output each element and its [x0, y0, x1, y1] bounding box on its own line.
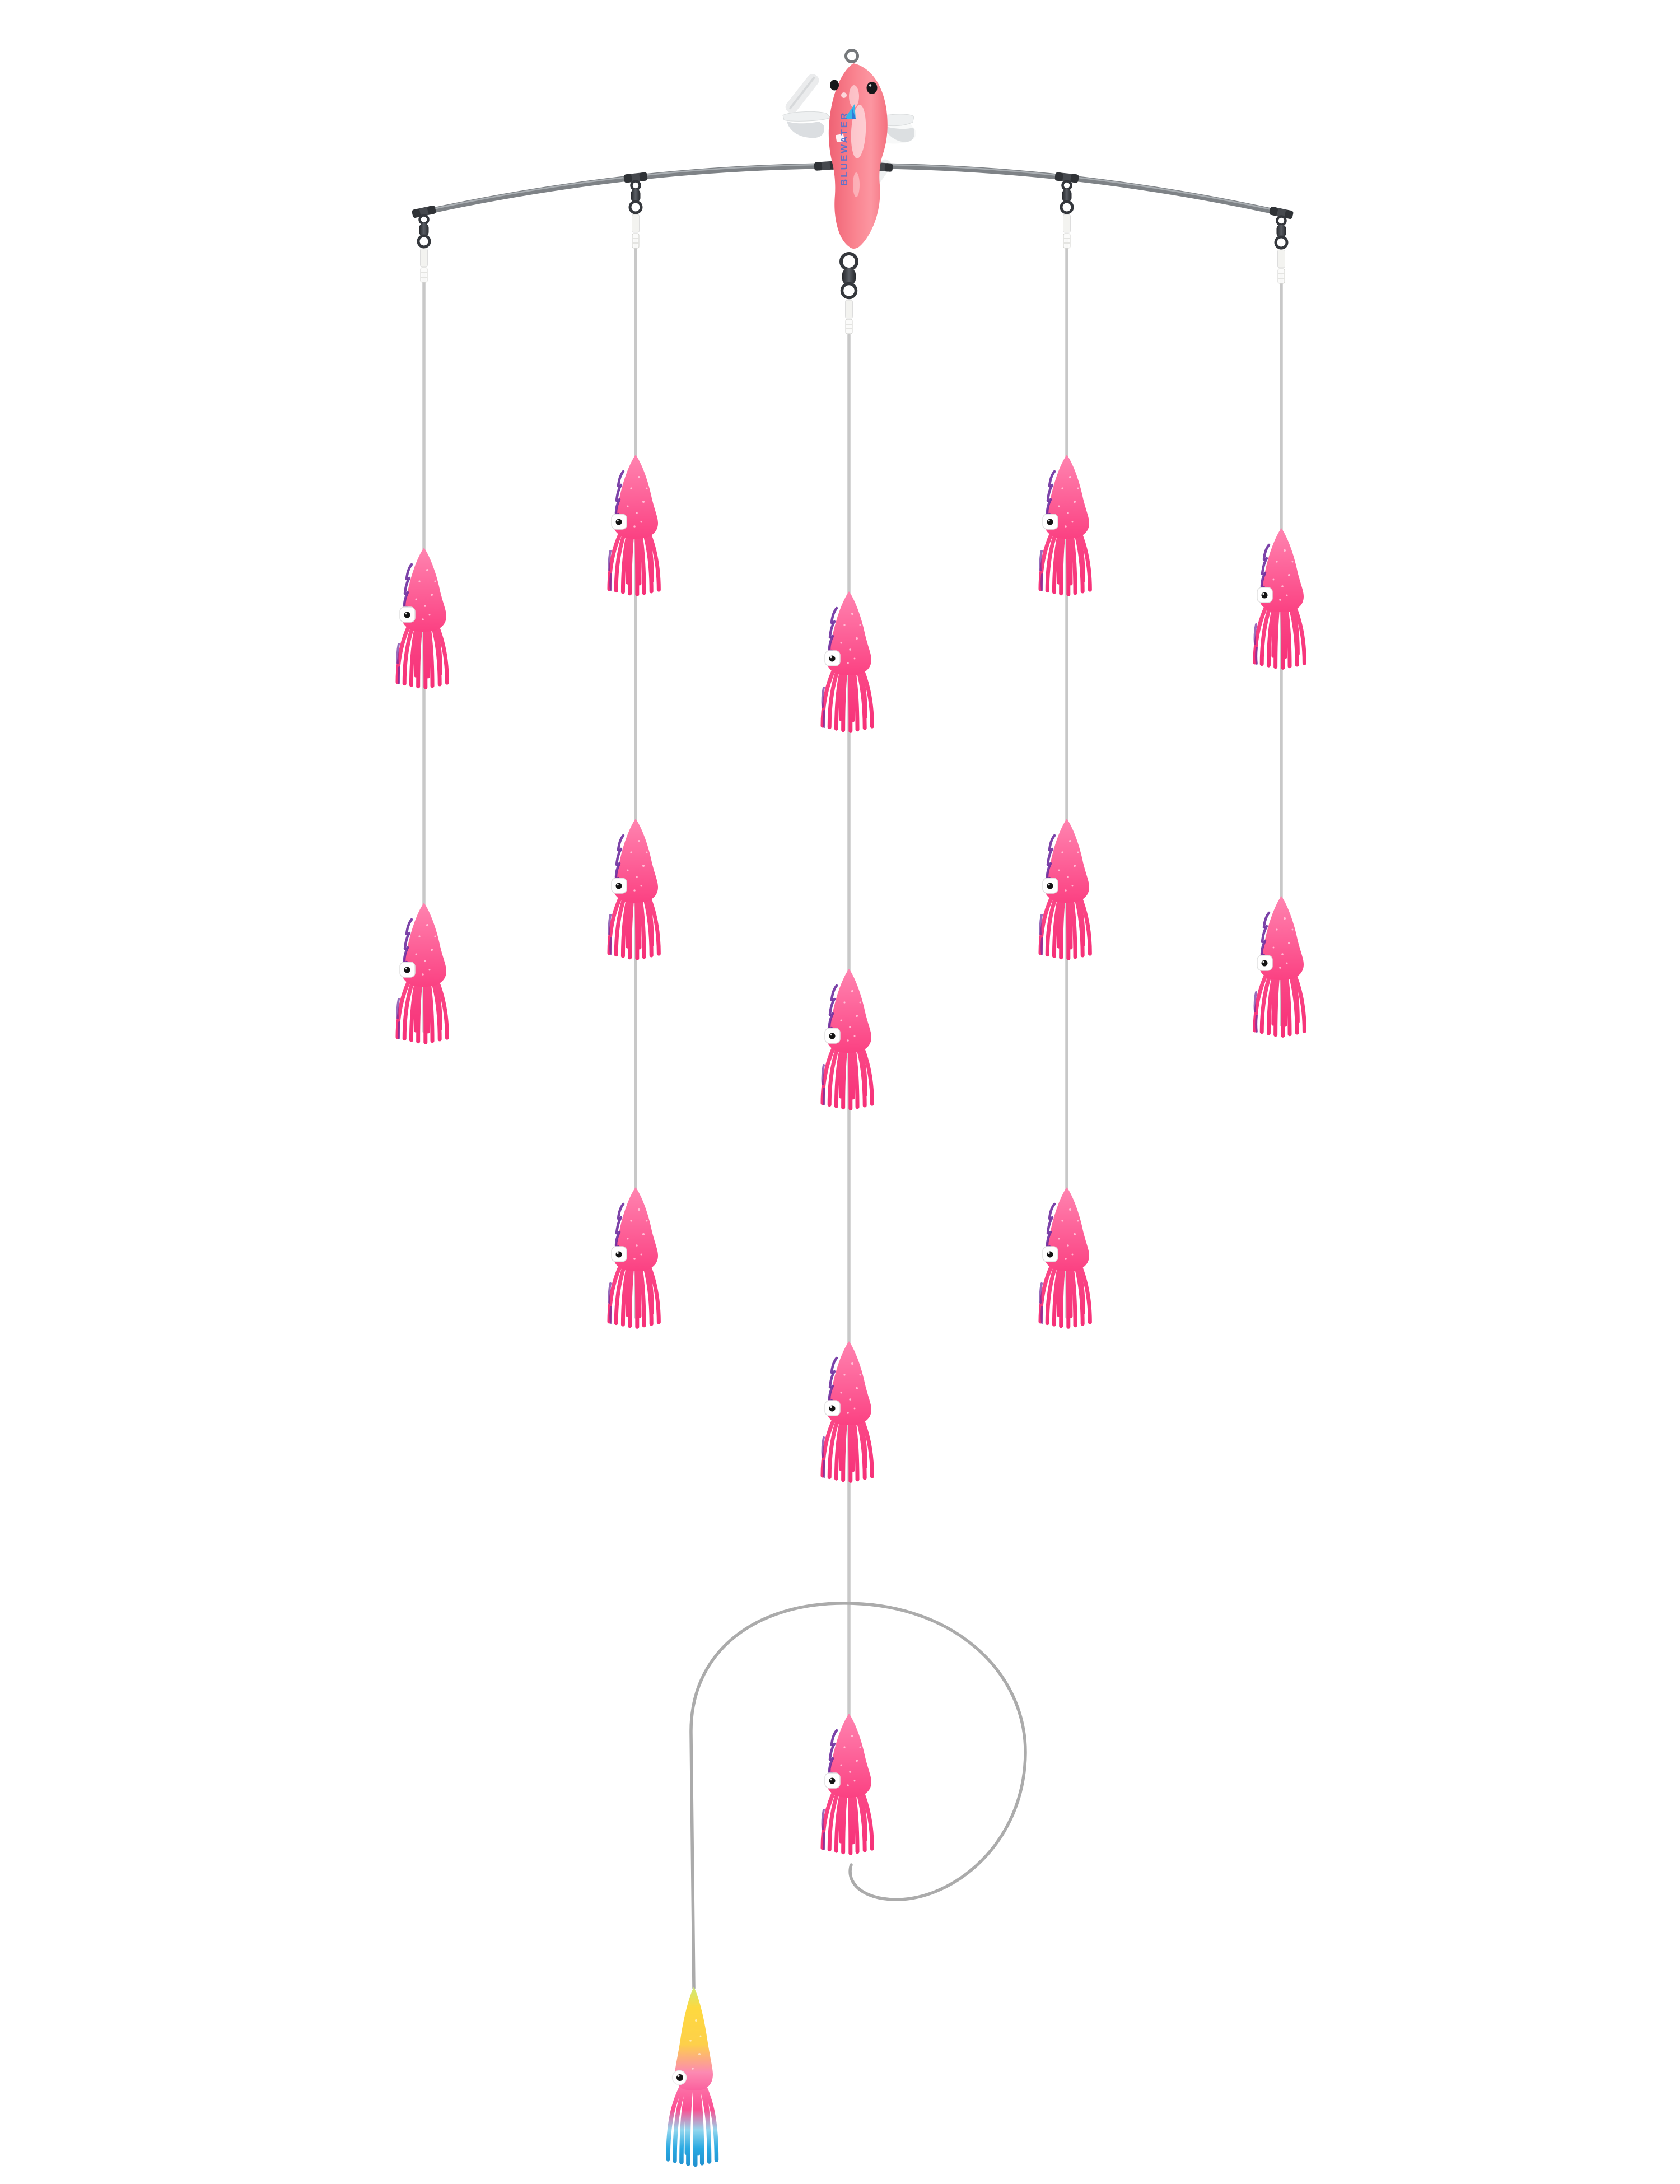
- swivel-ring: [840, 282, 858, 300]
- bar-clamp: [1054, 172, 1079, 183]
- barrel-swivel: [842, 268, 856, 285]
- swivel-ring: [1060, 200, 1074, 214]
- bar-clamp: [412, 206, 436, 218]
- swivel-ring: [417, 234, 431, 249]
- leader-loop: [689, 1602, 1027, 1990]
- barrel-swivel: [631, 189, 641, 202]
- bird-left-eye: [830, 80, 839, 91]
- rig-hardware: [412, 172, 1294, 334]
- dropper-hardware: [1054, 172, 1079, 249]
- crimp-sleeve: [420, 248, 428, 267]
- bar-clamp: [623, 172, 648, 183]
- bar-clamp: [1269, 207, 1294, 219]
- bird-teaser: BLUEWATER: [828, 49, 888, 249]
- clear-bead: [1277, 268, 1285, 284]
- clear-bead: [420, 267, 428, 283]
- clear-bead: [632, 233, 640, 249]
- crimp-sleeve: [1063, 214, 1071, 233]
- left-wing-underside: [787, 121, 824, 138]
- nose-ring: [844, 49, 859, 63]
- barrel-swivel: [419, 223, 429, 236]
- center-swivel-chain: [839, 252, 858, 334]
- swivel-ring: [628, 200, 643, 214]
- swivel-ring: [1274, 235, 1289, 250]
- bird-right-eye: [866, 82, 878, 94]
- bird-brand-label: BLUEWATER: [839, 111, 850, 186]
- left-wing: [782, 111, 831, 122]
- spinner-blade-icon: [785, 74, 819, 114]
- right-wing-underside: [883, 125, 914, 142]
- dropper-hardware: [1269, 207, 1294, 284]
- dropper-hardware: [623, 172, 648, 249]
- barrel-swivel: [1062, 189, 1072, 202]
- clear-bead: [1063, 233, 1071, 249]
- barrel-swivel: [1276, 225, 1286, 237]
- crimp-sleeve: [1277, 249, 1285, 268]
- crimp-sleeve: [845, 300, 853, 319]
- crimp-sleeve: [632, 214, 640, 233]
- clear-bead: [845, 319, 853, 334]
- dropper-hardware: [412, 206, 436, 283]
